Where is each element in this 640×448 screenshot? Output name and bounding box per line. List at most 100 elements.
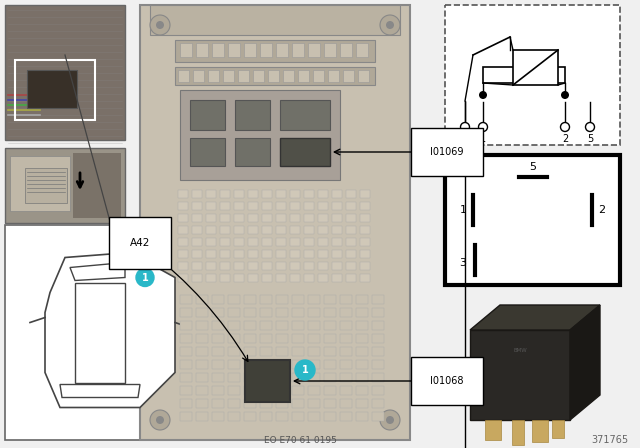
Bar <box>248 238 258 246</box>
Bar <box>360 274 370 282</box>
Bar <box>298 70 309 82</box>
Bar <box>244 373 256 382</box>
Bar <box>372 373 384 382</box>
Bar <box>340 334 352 343</box>
Bar <box>340 412 352 421</box>
Bar <box>262 190 272 198</box>
Bar <box>360 190 370 198</box>
Bar <box>206 250 216 258</box>
Bar <box>372 386 384 395</box>
Bar <box>292 347 304 356</box>
Bar <box>356 321 368 330</box>
Bar <box>260 399 272 408</box>
Bar <box>356 373 368 382</box>
Bar <box>276 274 286 282</box>
Bar <box>262 214 272 222</box>
Bar <box>212 347 224 356</box>
Bar <box>356 412 368 421</box>
Bar <box>206 262 216 270</box>
Bar <box>248 274 258 282</box>
Bar <box>244 360 256 369</box>
Bar <box>212 321 224 330</box>
Bar <box>25 168 67 203</box>
Bar <box>346 250 356 258</box>
Bar <box>512 420 524 445</box>
Bar <box>260 360 272 369</box>
Bar <box>340 308 352 317</box>
Bar <box>346 262 356 270</box>
Bar <box>290 226 300 234</box>
Bar <box>234 274 244 282</box>
Bar <box>262 238 272 246</box>
Bar <box>244 334 256 343</box>
Bar <box>178 226 188 234</box>
Bar <box>304 238 314 246</box>
Bar <box>276 262 286 270</box>
Bar <box>228 295 240 304</box>
Bar <box>212 386 224 395</box>
Bar <box>356 360 368 369</box>
Bar <box>332 250 342 258</box>
Bar <box>196 347 208 356</box>
Bar <box>206 238 216 246</box>
Bar <box>372 295 384 304</box>
Polygon shape <box>45 253 175 408</box>
Bar <box>220 250 230 258</box>
Bar <box>180 347 192 356</box>
Bar <box>276 226 286 234</box>
Circle shape <box>561 122 570 132</box>
Circle shape <box>156 416 164 424</box>
Bar <box>318 214 328 222</box>
Bar <box>276 295 288 304</box>
Bar <box>276 214 286 222</box>
Bar <box>340 43 352 57</box>
Bar <box>346 202 356 210</box>
Bar <box>178 70 189 82</box>
Bar <box>248 226 258 234</box>
Bar <box>180 43 192 57</box>
Bar <box>356 334 368 343</box>
Bar <box>228 373 240 382</box>
Bar <box>340 399 352 408</box>
Bar <box>260 334 272 343</box>
Bar <box>292 308 304 317</box>
Bar <box>212 308 224 317</box>
Bar <box>75 283 125 383</box>
Bar <box>262 202 272 210</box>
Bar <box>318 238 328 246</box>
Circle shape <box>156 21 164 29</box>
Bar <box>178 202 188 210</box>
Text: 1: 1 <box>480 134 486 144</box>
Bar <box>260 308 272 317</box>
Bar <box>483 67 565 83</box>
Bar <box>308 386 320 395</box>
Text: 2: 2 <box>562 134 568 144</box>
Bar <box>212 412 224 421</box>
Bar <box>308 308 320 317</box>
Bar <box>340 347 352 356</box>
Bar <box>372 334 384 343</box>
Bar <box>308 360 320 369</box>
Bar <box>244 295 256 304</box>
Bar <box>324 334 336 343</box>
Bar <box>234 262 244 270</box>
Bar <box>276 399 288 408</box>
Bar <box>552 420 564 438</box>
Text: 3: 3 <box>462 134 468 144</box>
Circle shape <box>380 15 400 35</box>
Bar <box>304 226 314 234</box>
Bar <box>276 334 288 343</box>
Text: 5: 5 <box>587 134 593 144</box>
Text: 2: 2 <box>598 205 605 215</box>
Bar <box>318 262 328 270</box>
Text: 1: 1 <box>301 365 308 375</box>
Bar <box>260 347 272 356</box>
Bar <box>178 214 188 222</box>
Bar <box>513 50 558 85</box>
Bar <box>5 148 125 223</box>
Bar <box>372 308 384 317</box>
Bar <box>346 238 356 246</box>
Bar <box>328 70 339 82</box>
Circle shape <box>386 416 394 424</box>
Bar <box>445 5 620 145</box>
